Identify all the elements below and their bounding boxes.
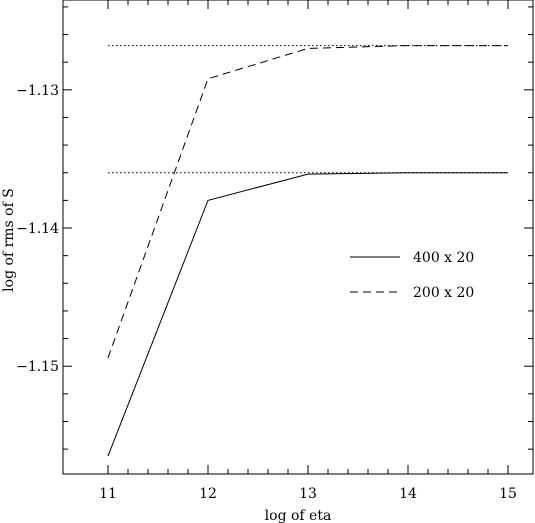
series-group — [107, 45, 508, 457]
series-line-dashed — [107, 45, 508, 359]
x-tick-label: 13 — [299, 486, 317, 502]
y-tick-label: −1.13 — [16, 83, 59, 99]
series-line-solid — [107, 172, 508, 457]
y-tick-label: −1.14 — [16, 221, 59, 237]
x-tick-label: 15 — [499, 486, 517, 502]
reference-lines — [108, 45, 508, 174]
x-axis-label: log of eta — [265, 508, 332, 523]
plot-frame — [62, 0, 534, 475]
legend-label: 400 x 20 — [413, 250, 474, 266]
legend-label: 200 x 20 — [413, 285, 474, 301]
y-tick-label: −1.15 — [16, 359, 59, 375]
x-tick-label: 14 — [399, 486, 417, 502]
axis-ticks — [63, 0, 533, 474]
x-tick-label: 11 — [99, 486, 117, 502]
legend: 400 x 20 200 x 20 — [350, 250, 474, 301]
tick-labels: 11 12 13 14 15 −1.13 −1.14 −1.15 — [16, 83, 517, 502]
y-axis-label: log of rms of S — [1, 188, 17, 292]
x-tick-label: 12 — [199, 486, 217, 502]
